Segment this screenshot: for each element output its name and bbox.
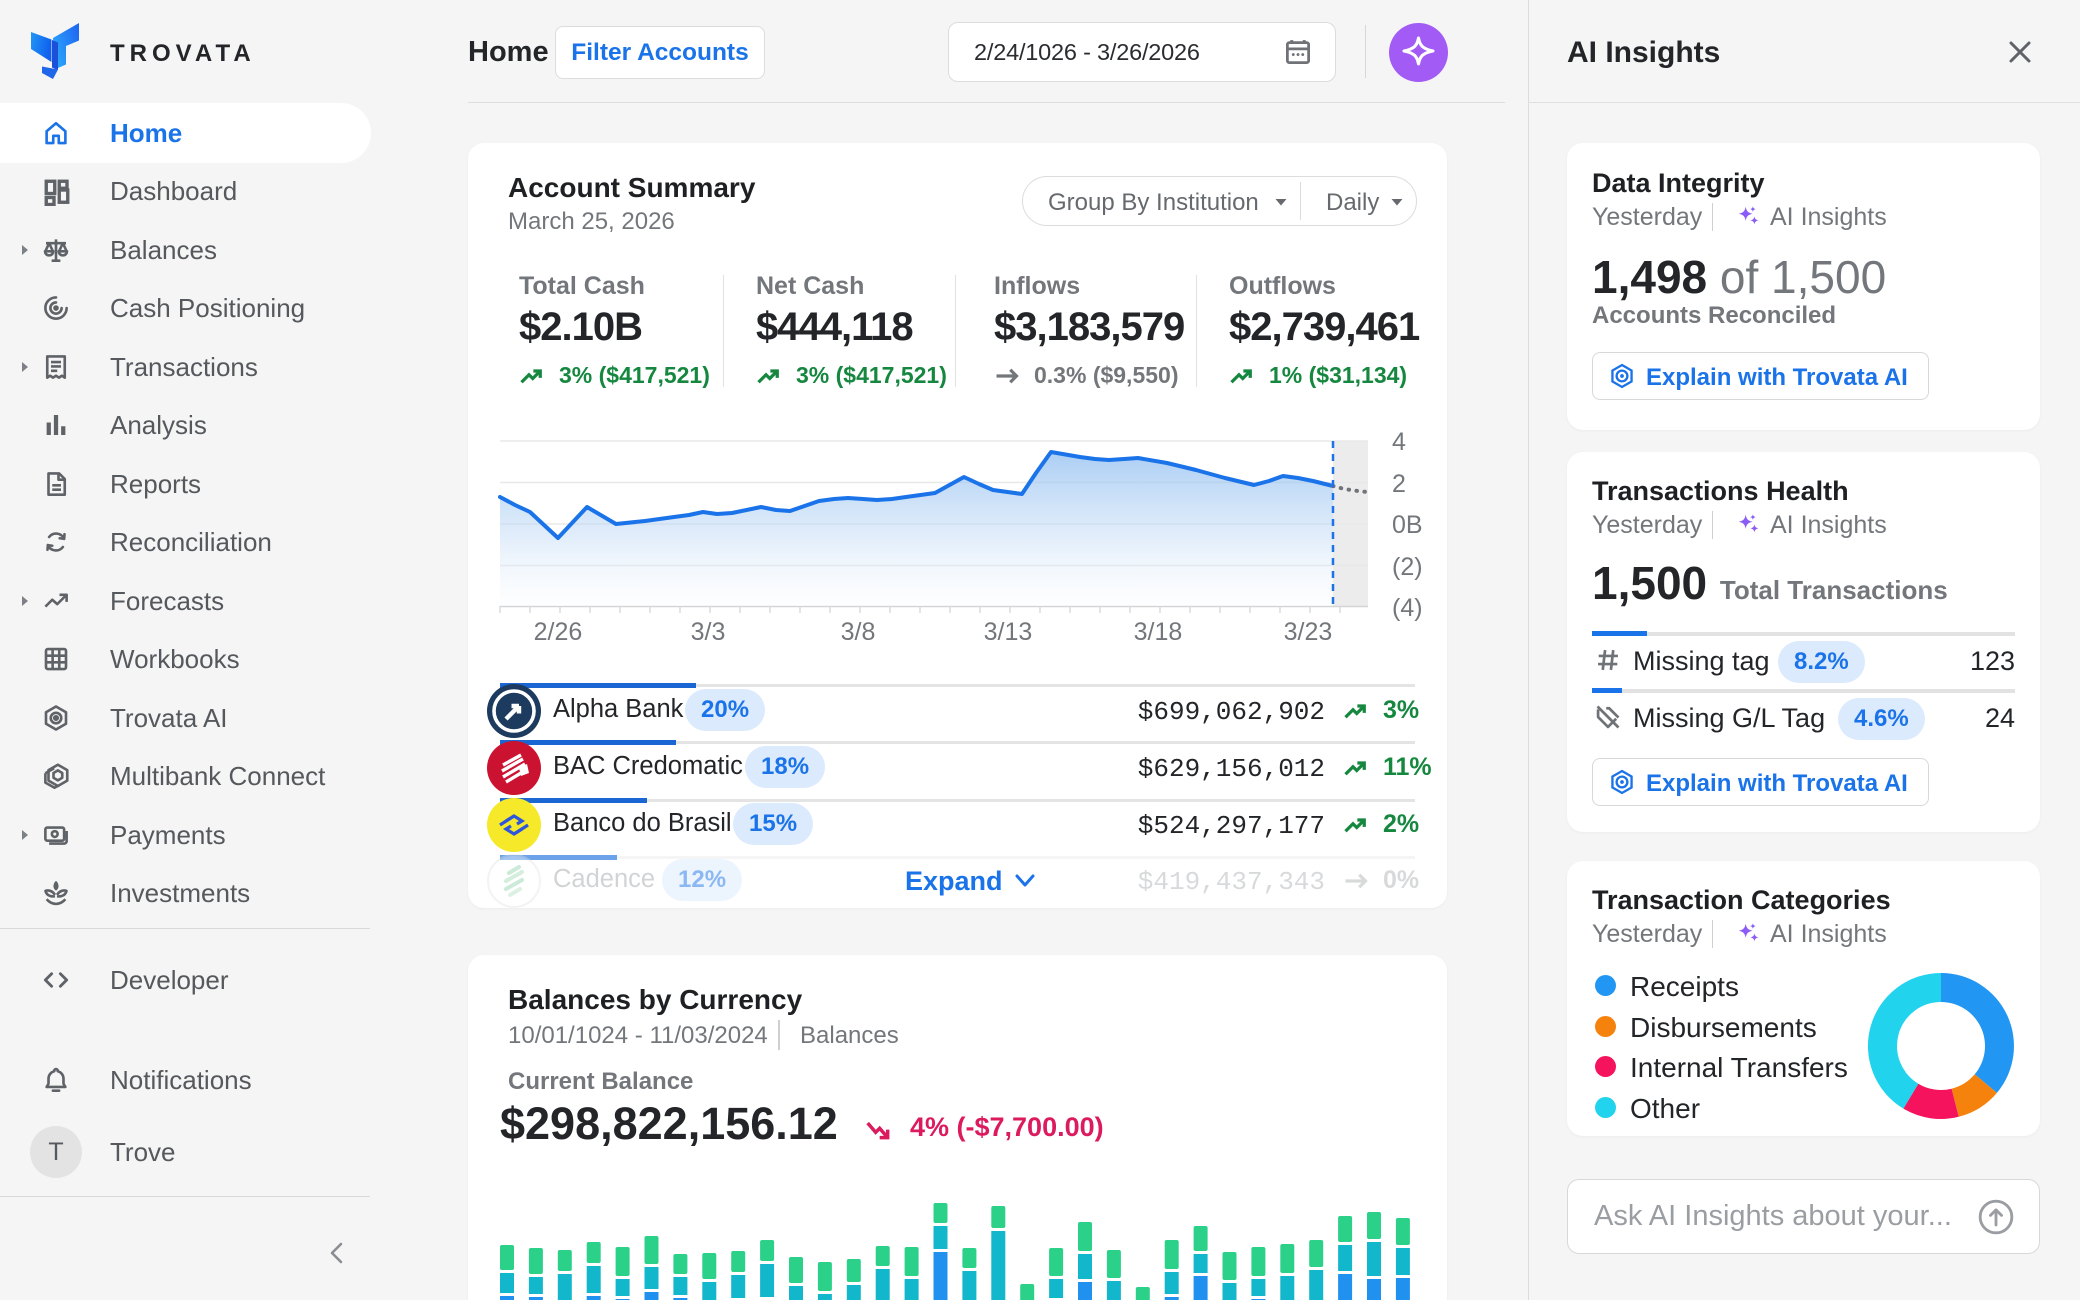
svg-text:4: 4: [1392, 428, 1406, 456]
svg-text:3/13: 3/13: [984, 618, 1033, 646]
svg-text:3/23: 3/23: [1284, 618, 1333, 646]
svg-text:(2): (2): [1392, 553, 1423, 581]
svg-text:0B: 0B: [1392, 511, 1423, 539]
svg-text:3/3: 3/3: [691, 618, 726, 646]
svg-text:3/18: 3/18: [1134, 618, 1183, 646]
svg-text:2: 2: [1392, 470, 1406, 498]
svg-text:3/8: 3/8: [841, 618, 876, 646]
svg-text:2/26: 2/26: [534, 618, 583, 646]
svg-text:(4): (4): [1392, 594, 1423, 622]
